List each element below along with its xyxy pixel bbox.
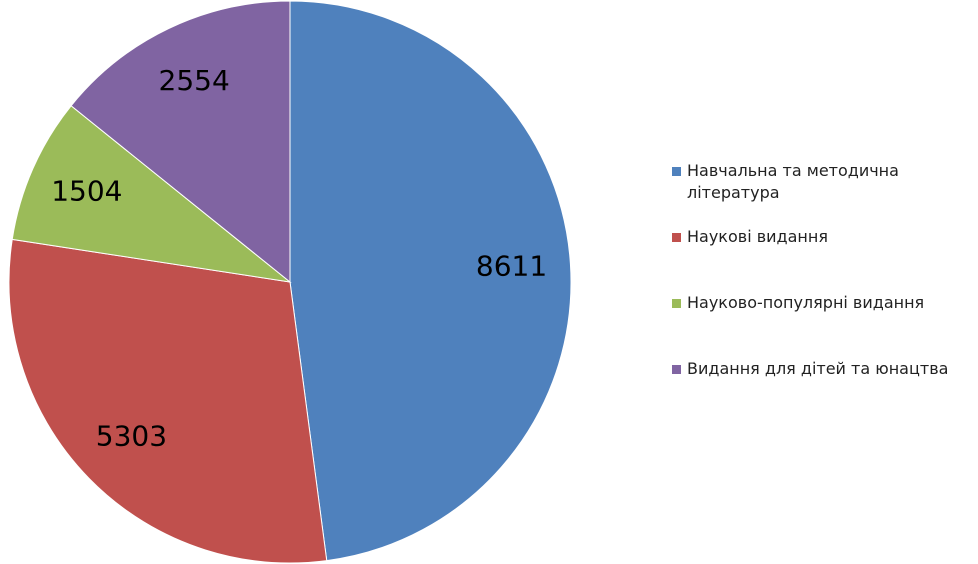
legend-swatch bbox=[672, 167, 681, 176]
legend-item: Видання для дітей та юнацтва bbox=[672, 358, 948, 380]
pie-slice bbox=[289, 0, 572, 562]
legend: Навчальна та методична література Наукові… bbox=[672, 160, 948, 424]
legend-item: Наукові видання bbox=[672, 226, 948, 248]
value-label: 1504 bbox=[51, 174, 122, 207]
legend-label: Навчальна та методична література bbox=[687, 161, 899, 202]
pie-slice bbox=[11, 105, 292, 283]
value-label: 8611 bbox=[476, 249, 547, 282]
legend-label: Науково-популярні видання bbox=[687, 293, 925, 312]
legend-item: Науково-популярні видання bbox=[672, 292, 948, 314]
legend-swatch bbox=[672, 233, 681, 242]
legend-swatch bbox=[672, 299, 681, 308]
pie-slice bbox=[8, 238, 328, 564]
legend-label: Видання для дітей та юнацтва bbox=[687, 359, 949, 378]
value-label: 2554 bbox=[159, 64, 230, 97]
legend-item: Навчальна та методична література bbox=[672, 160, 948, 204]
value-label: 5303 bbox=[96, 419, 167, 452]
legend-label: Наукові видання bbox=[687, 227, 828, 246]
legend-swatch bbox=[672, 365, 681, 374]
pie-slice bbox=[70, 0, 291, 284]
